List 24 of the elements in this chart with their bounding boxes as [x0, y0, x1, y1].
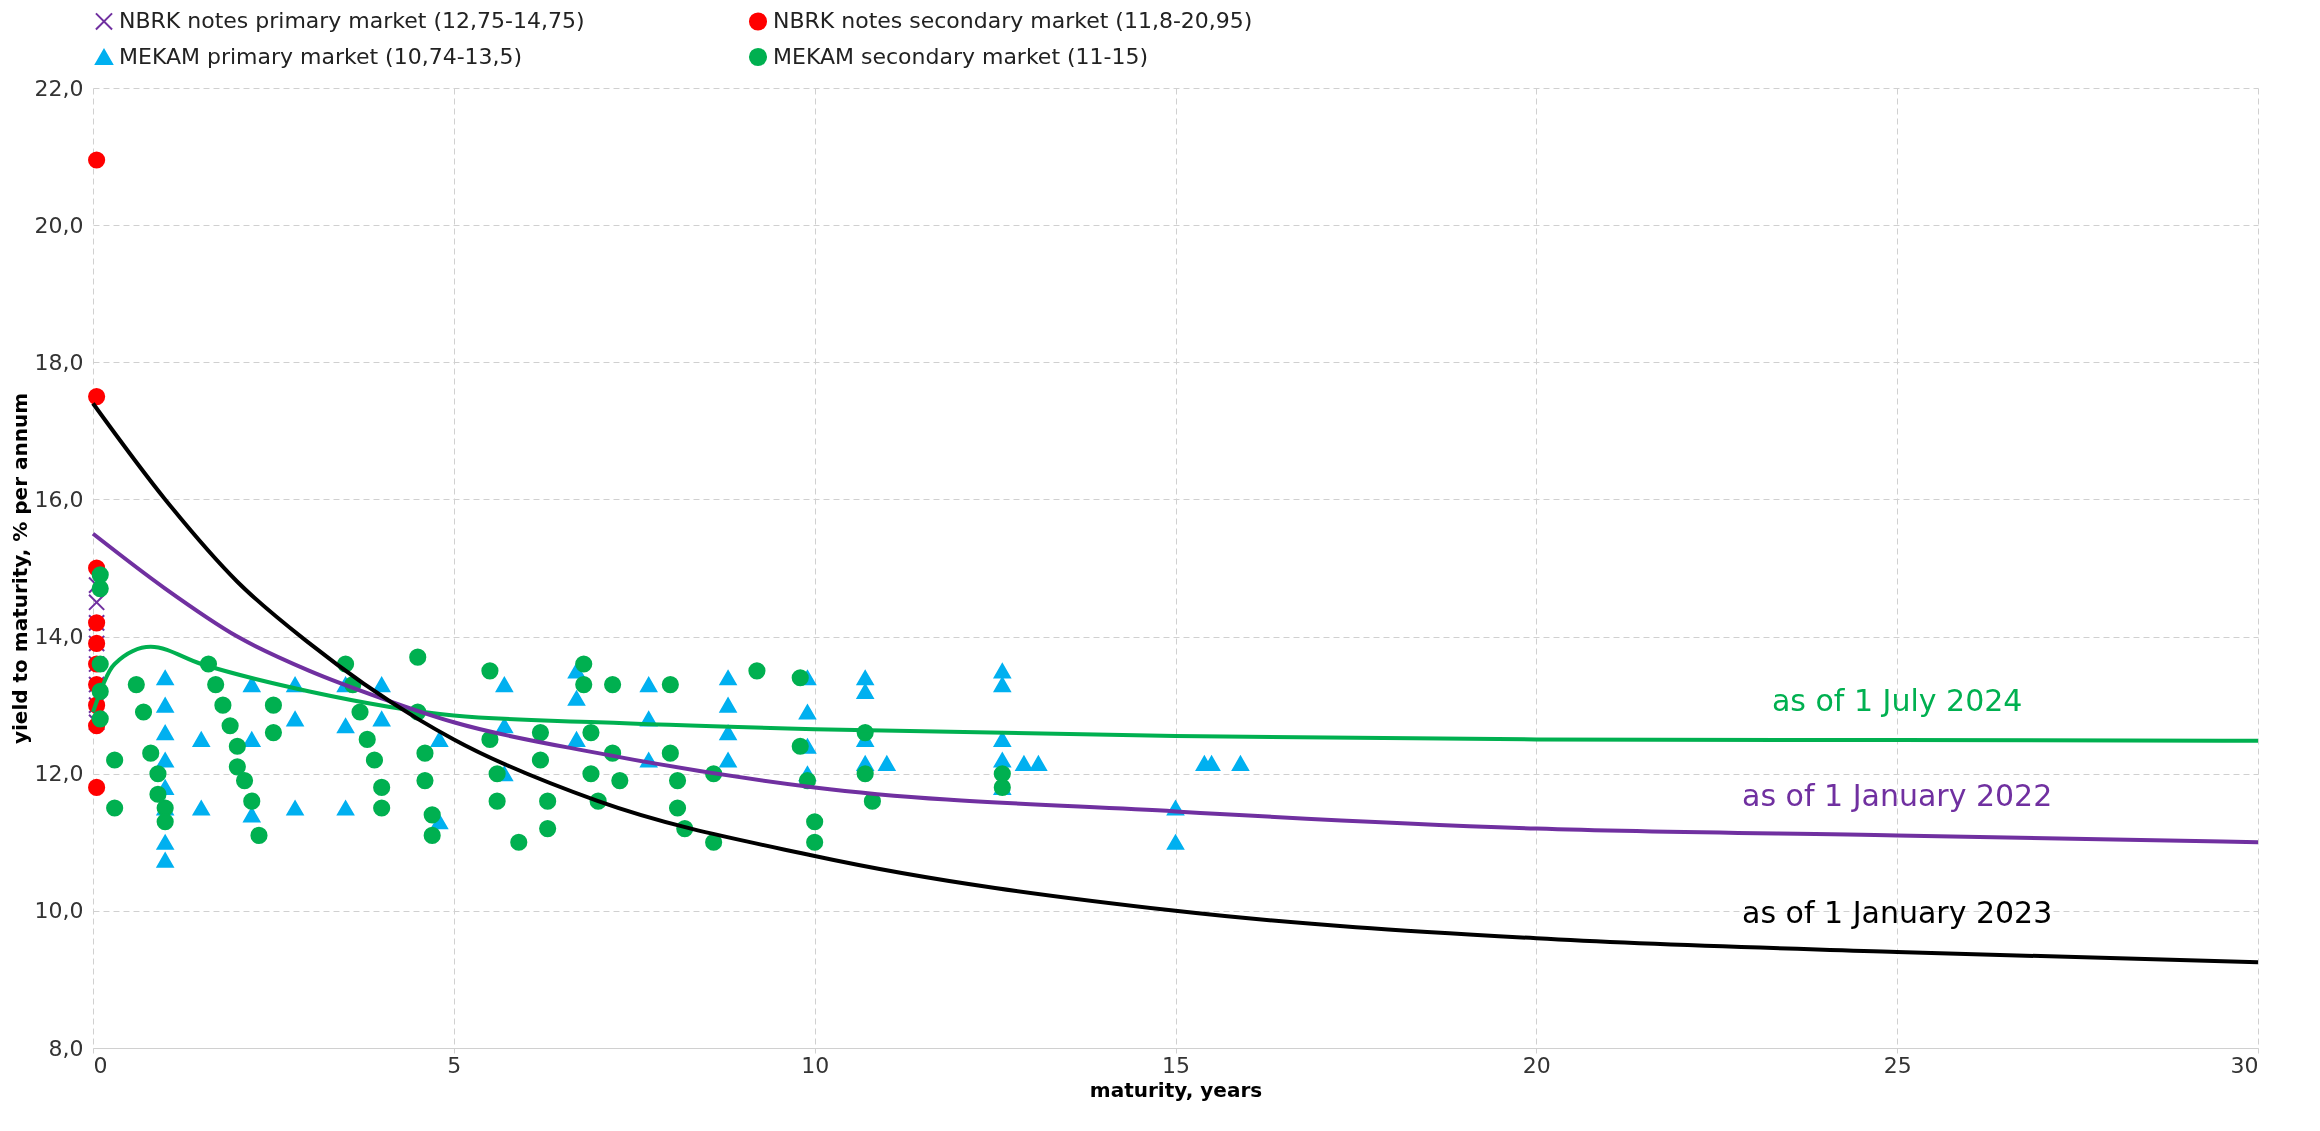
legend-label: MEKAM primary market (10,74-13,5) — [119, 44, 523, 69]
y-tick-label: 16,0 — [34, 486, 84, 512]
x-tick-label: 10 — [801, 1052, 830, 1078]
y-tick-label: 14,0 — [34, 624, 84, 650]
y-tick-label: 22,0 — [34, 75, 84, 101]
legend-label: NBRK notes secondary market (11,8-20,95) — [773, 8, 1253, 34]
x-tick-label: 5 — [447, 1052, 462, 1078]
y-tick-label: 20,0 — [34, 212, 84, 238]
x-tick-label: 0 — [93, 1052, 108, 1078]
x-tick-label: 25 — [1883, 1052, 1912, 1078]
y-tick-label: 12,0 — [34, 761, 84, 787]
y-tick-label: 10,0 — [34, 898, 84, 924]
series-label: as of 1 July 2024 — [1771, 683, 2023, 719]
y-axis-title: yield to maturity, % per annum — [7, 392, 32, 745]
x-tick-label: 20 — [1522, 1052, 1551, 1078]
series-label: as of 1 January 2022 — [1742, 778, 2053, 814]
legend-label: NBRK notes primary market (12,75-14,75) — [119, 8, 585, 34]
x-axis-title: maturity, years — [1089, 1077, 1263, 1102]
x-tick-label: 15 — [1162, 1052, 1190, 1078]
x-tick-label: 30 — [2230, 1052, 2259, 1078]
legend-label: MEKAM secondary market (11-15) — [773, 44, 1149, 69]
series-label: as of 1 January 2023 — [1742, 895, 2053, 930]
y-tick-label: 8,0 — [48, 1035, 84, 1061]
y-tick-label: 18,0 — [34, 349, 84, 375]
